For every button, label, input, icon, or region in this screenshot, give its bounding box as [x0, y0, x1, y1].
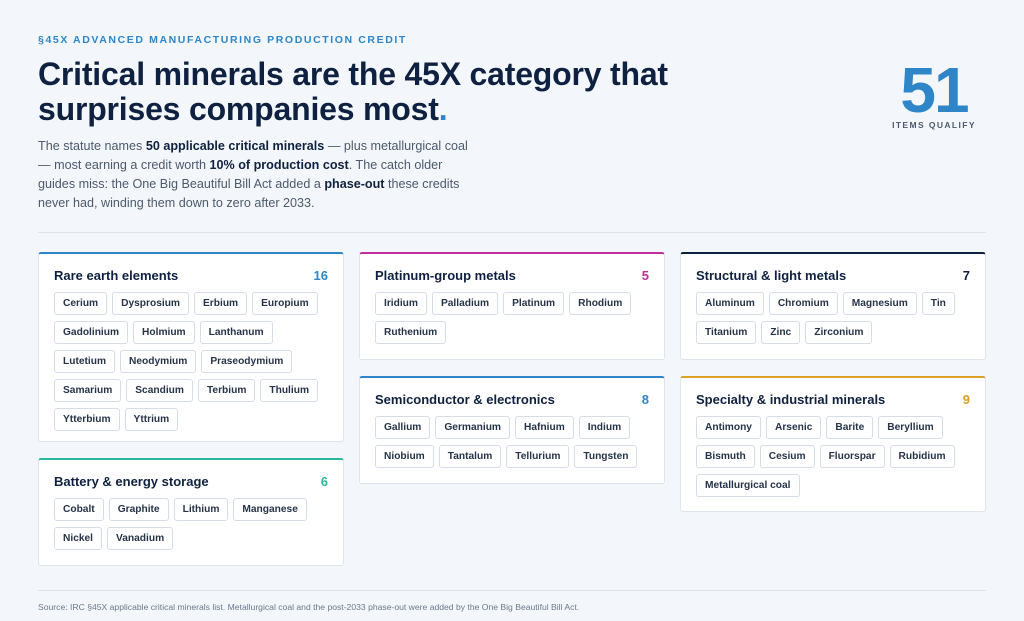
- mineral-chip: Indium: [578, 416, 631, 439]
- mineral-chip: Barite: [826, 416, 874, 439]
- card-title: Platinum-group metals: [375, 268, 516, 283]
- title-accent-dot: .: [438, 91, 448, 127]
- mineral-chip: Erbium: [194, 292, 248, 315]
- card-header: Structural & light metals 7: [696, 268, 970, 283]
- stat-label: ITEMS QUALIFY: [892, 120, 976, 130]
- header-divider: [38, 232, 986, 233]
- mineral-chip: Europium: [252, 292, 318, 315]
- mineral-chip: Fluorspar: [819, 445, 885, 468]
- card-title: Structural & light metals: [696, 268, 847, 283]
- card-header: Rare earth elements 16: [54, 268, 328, 283]
- mineral-chip: Lutetium: [54, 350, 116, 373]
- mineral-chip: Yttrium: [124, 408, 179, 431]
- mineral-chip: Titanium: [696, 321, 757, 344]
- intro-bold-3: phase-out: [324, 177, 385, 191]
- mineral-chip: Ruthenium: [375, 321, 447, 344]
- mineral-chip: Ytterbium: [54, 408, 120, 431]
- mineral-chip-list: Antimony Arsenic Barite Beryllium Bismuth Ces…: [696, 416, 970, 497]
- page-title-text: Critical minerals are the 45X category t…: [38, 56, 668, 127]
- mineral-chip-list: Aluminum Chromium Magnesium Tin Titanium Zinc…: [696, 292, 970, 344]
- mineral-chip: Tin: [921, 292, 955, 315]
- mineral-chip: Cesium: [759, 445, 815, 468]
- mineral-chip: Bismuth: [696, 445, 755, 468]
- card-header: Platinum-group metals 5: [375, 268, 649, 283]
- card-specialty-industrial-minerals: Specialty & industrial minerals 9 Antimo…: [680, 376, 986, 512]
- card-platinum-group-metals: Platinum-group metals 5 Iridium Palladium…: [359, 252, 665, 360]
- card-count: 8: [641, 392, 649, 407]
- intro-bold-2: 10% of production cost: [209, 158, 349, 172]
- footer-divider: [38, 590, 986, 591]
- mineral-chip: Cobalt: [54, 498, 104, 521]
- card-structural-light-metals: Structural & light metals 7 Aluminum Chro…: [680, 252, 986, 360]
- mineral-chip: Rubidium: [889, 445, 955, 468]
- mineral-chip: Terbium: [197, 379, 256, 402]
- card-count: 16: [313, 268, 328, 283]
- mineral-chip: Tungsten: [574, 445, 638, 468]
- mineral-chip: Rhodium: [569, 292, 632, 315]
- intro-text-3: . The catch older guides miss: the One B…: [38, 158, 443, 191]
- mineral-chip: Holmium: [133, 321, 195, 344]
- stat-number: 51: [900, 54, 969, 126]
- items-qualify-stat: 51 ITEMS QUALIFY: [884, 58, 984, 130]
- mineral-chip: Manganese: [233, 498, 307, 521]
- mineral-chip: Chromium: [768, 292, 838, 315]
- mineral-chip: Platinum: [503, 292, 565, 315]
- mineral-chip: Iridium: [375, 292, 427, 315]
- card-title: Battery & energy storage: [54, 474, 209, 489]
- mineral-chip: Magnesium: [842, 292, 917, 315]
- mineral-chip: Scandium: [126, 379, 193, 402]
- mineral-chip: Praseodymium: [201, 350, 293, 373]
- mineral-chip: Zirconium: [805, 321, 873, 344]
- mineral-chip: Dysprosium: [112, 292, 189, 315]
- mineral-chip: Germanium: [435, 416, 510, 439]
- mineral-chip: Aluminum: [696, 292, 764, 315]
- mineral-chip: Beryllium: [878, 416, 943, 439]
- mineral-chip: Metallurgical coal: [696, 474, 800, 497]
- card-header: Semiconductor & electronics 8: [375, 392, 649, 407]
- mineral-chip: Samarium: [54, 379, 122, 402]
- mineral-chip-list: Gallium Germanium Hafnium Indium Niobium Tant…: [375, 416, 649, 468]
- mineral-chip: Thulium: [260, 379, 319, 402]
- card-title: Specialty & industrial minerals: [696, 392, 886, 407]
- mineral-chip: Nickel: [54, 527, 103, 550]
- mineral-chip: Hafnium: [515, 416, 574, 439]
- mineral-chip: Antimony: [696, 416, 761, 439]
- intro-text-2: — plus metallurgical coal — most earning…: [38, 139, 468, 172]
- intro-bold-1: 50 applicable critical minerals: [145, 139, 325, 153]
- card-battery-energy-storage: Battery & energy storage 6 Cobalt Graphit…: [38, 458, 344, 566]
- card-semiconductor-electronics: Semiconductor & electronics 8 Gallium Ger…: [359, 376, 665, 484]
- card-title: Semiconductor & electronics: [375, 392, 555, 407]
- card-header: Specialty & industrial minerals 9: [696, 392, 970, 407]
- card-count: 9: [962, 392, 970, 407]
- mineral-chip: Zinc: [761, 321, 801, 344]
- mineral-chip: Tellurium: [506, 445, 570, 468]
- page-title: Critical minerals are the 45X category t…: [38, 57, 698, 127]
- source-note: Source: IRC §45X applicable critical min…: [38, 602, 580, 612]
- mineral-chip: Arsenic: [765, 416, 822, 439]
- mineral-chip-list: Cerium Dysprosium Erbium Europium Gadolinium…: [54, 292, 328, 431]
- eyebrow-label: §45X ADVANCED MANUFACTURING PRODUCTION C…: [38, 34, 407, 46]
- mineral-chip-list: Cobalt Graphite Lithium Manganese Nickel Vana…: [54, 498, 328, 550]
- mineral-chip: Niobium: [375, 445, 434, 468]
- intro-paragraph: The statute names 50 applicable critical…: [38, 137, 478, 213]
- card-count: 7: [962, 268, 970, 283]
- mineral-chip: Gallium: [375, 416, 431, 439]
- card-count: 6: [320, 474, 328, 489]
- intro-text-4: these credits never had, winding them do…: [38, 177, 460, 210]
- mineral-chip-list: Iridium Palladium Platinum Rhodium Ruthenium: [375, 292, 649, 344]
- card-count: 5: [641, 268, 649, 283]
- mineral-chip: Lanthanum: [199, 321, 273, 344]
- mineral-chip: Gadolinium: [54, 321, 129, 344]
- mineral-chip: Graphite: [108, 498, 169, 521]
- intro-text-1: The statute names: [38, 139, 146, 153]
- mineral-chip: Tantalum: [438, 445, 502, 468]
- card-rare-earth-elements: Rare earth elements 16 Cerium Dysprosium E…: [38, 252, 344, 442]
- mineral-chip: Cerium: [54, 292, 108, 315]
- card-header: Battery & energy storage 6: [54, 474, 328, 489]
- card-title: Rare earth elements: [54, 268, 179, 283]
- mineral-chip: Neodymium: [120, 350, 197, 373]
- mineral-chip: Lithium: [173, 498, 229, 521]
- mineral-chip: Vanadium: [107, 527, 174, 550]
- mineral-chip: Palladium: [431, 292, 499, 315]
